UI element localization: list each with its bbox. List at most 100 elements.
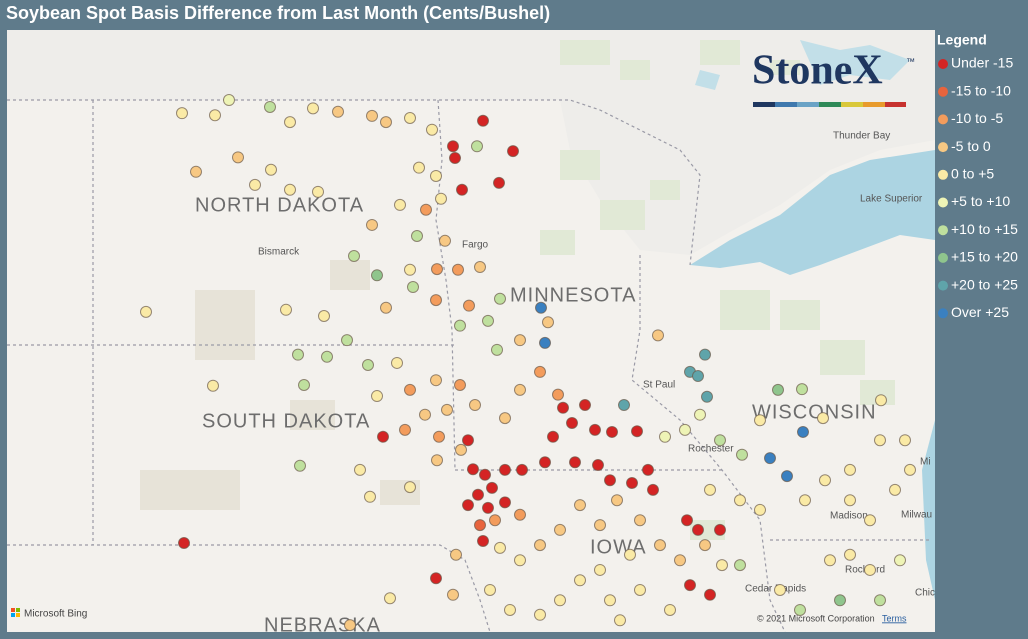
legend-label: +10 to +15 [951,221,1018,237]
location-point [574,499,586,512]
location-point [265,163,277,176]
location-point [404,481,416,494]
location-point [449,152,461,165]
location-point [889,483,901,496]
logo: StoneX ™ [752,48,915,107]
location-point [332,105,344,118]
location-point [494,292,506,305]
location-point [454,379,466,392]
location-point [899,434,911,447]
location-point [547,430,559,443]
location-point [455,443,467,456]
location-point [467,463,479,476]
location-point [140,305,152,318]
location-point [631,425,643,438]
location-point [430,169,442,182]
attribution-terms[interactable]: Terms [882,613,907,623]
location-point [844,548,856,561]
location-point [318,310,330,323]
city-label: Milwau [901,510,932,521]
location-point [404,111,416,124]
city-label: St Paul [643,380,675,391]
location-point [904,463,916,476]
location-point [482,501,494,514]
location-point [284,116,296,129]
location-point [477,534,489,547]
location-point [774,583,786,596]
location-point [699,539,711,552]
location-point [469,399,481,412]
location-point [642,463,654,476]
attribution-copyright: © 2021 Microsoft Corporation [757,613,875,623]
location-point [207,379,219,392]
location-point [178,537,190,550]
lake [695,40,910,90]
location-point [714,434,726,447]
location-point [704,483,716,496]
location-point [426,123,438,136]
location-point [514,508,526,521]
location-point [514,334,526,347]
lake-label: Lake Superior [860,194,923,205]
location-point [176,107,188,120]
city-label: Mi [920,457,931,468]
location-point [499,412,511,425]
location-point [664,603,676,616]
location-point [566,416,578,429]
location-point [463,299,475,312]
location-point [534,539,546,552]
location-point [354,463,366,476]
location-point [307,102,319,115]
location-point [772,383,784,396]
location-point [294,459,306,472]
location-point [223,94,235,107]
legend-label: 0 to +5 [951,166,994,182]
location-point [614,614,626,627]
location-point [647,483,659,496]
location-point [479,468,491,481]
location-point [864,563,876,576]
city-label: Bismarck [258,247,300,258]
location-point [420,203,432,216]
logo-mark: ™ [906,56,915,66]
location-point [634,514,646,527]
state-label: WISCONSIN [752,401,877,423]
location-point [736,448,748,461]
location-point [781,470,793,483]
location-point [704,588,716,601]
location-point [441,403,453,416]
location-point [454,319,466,332]
location-point [554,523,566,536]
location-point [679,423,691,436]
location-point [844,494,856,507]
location-point [419,408,431,421]
location-point [606,425,618,438]
legend-label: -10 to -5 [951,110,1003,126]
state-label: SOUTH DAKOTA [202,410,370,432]
location-point [796,383,808,396]
location-point [569,456,581,469]
location-point [380,116,392,129]
location-point [514,383,526,396]
location-point [875,394,887,407]
map[interactable]: NORTH DAKOTA SOUTH DAKOTA MINNESOTA WISC… [7,30,935,636]
legend-swatch [938,280,948,291]
border [7,544,491,632]
location-point [471,140,483,153]
location-point [654,539,666,552]
location-point [312,185,324,198]
location-point [894,554,906,567]
legend-swatch [938,225,948,236]
location-point [797,425,809,438]
location-point [477,114,489,127]
location-point [298,379,310,392]
location-point [734,494,746,507]
location-point [341,334,353,347]
location-point [499,496,511,509]
location-point [431,263,443,276]
location-point [754,414,766,427]
location-point [844,463,856,476]
location-point [692,523,704,536]
location-point [494,541,506,554]
